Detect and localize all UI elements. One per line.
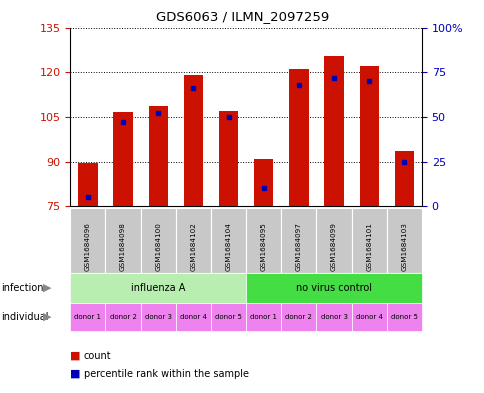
Text: GSM1684101: GSM1684101 [365,222,371,271]
Bar [183,75,203,206]
Text: ▶: ▶ [43,312,52,322]
Text: donor 5: donor 5 [390,314,417,320]
Text: count: count [84,351,111,361]
Text: GDS6063 / ILMN_2097259: GDS6063 / ILMN_2097259 [155,10,329,23]
Text: GSM1684104: GSM1684104 [225,222,231,271]
Bar [288,69,308,206]
Text: ■: ■ [70,369,81,379]
Bar [218,111,238,206]
Text: donor 2: donor 2 [109,314,136,320]
Text: GSM1684097: GSM1684097 [295,222,301,271]
Text: ▶: ▶ [43,283,52,293]
Text: donor 2: donor 2 [285,314,312,320]
Text: GSM1684098: GSM1684098 [120,222,126,271]
Text: GSM1684103: GSM1684103 [401,222,407,271]
Text: percentile rank within the sample: percentile rank within the sample [84,369,248,379]
Text: donor 3: donor 3 [144,314,171,320]
Bar [359,66,378,206]
Text: donor 1: donor 1 [74,314,101,320]
Bar [324,56,343,206]
Text: infection: infection [1,283,44,293]
Text: donor 4: donor 4 [180,314,206,320]
Text: influenza A: influenza A [131,283,185,293]
Text: donor 1: donor 1 [250,314,277,320]
Bar [148,107,167,206]
Text: GSM1684099: GSM1684099 [331,222,336,271]
Text: ■: ■ [70,351,81,361]
Text: GSM1684100: GSM1684100 [155,222,161,271]
Text: donor 5: donor 5 [215,314,242,320]
Bar [254,159,273,206]
Text: no virus control: no virus control [295,283,371,293]
Bar [78,163,97,206]
Text: GSM1684096: GSM1684096 [85,222,91,271]
Text: donor 4: donor 4 [355,314,382,320]
Text: individual: individual [1,312,48,322]
Bar [113,112,133,206]
Text: donor 3: donor 3 [320,314,347,320]
Text: GSM1684102: GSM1684102 [190,222,196,271]
Text: GSM1684095: GSM1684095 [260,222,266,271]
Bar [394,151,413,206]
